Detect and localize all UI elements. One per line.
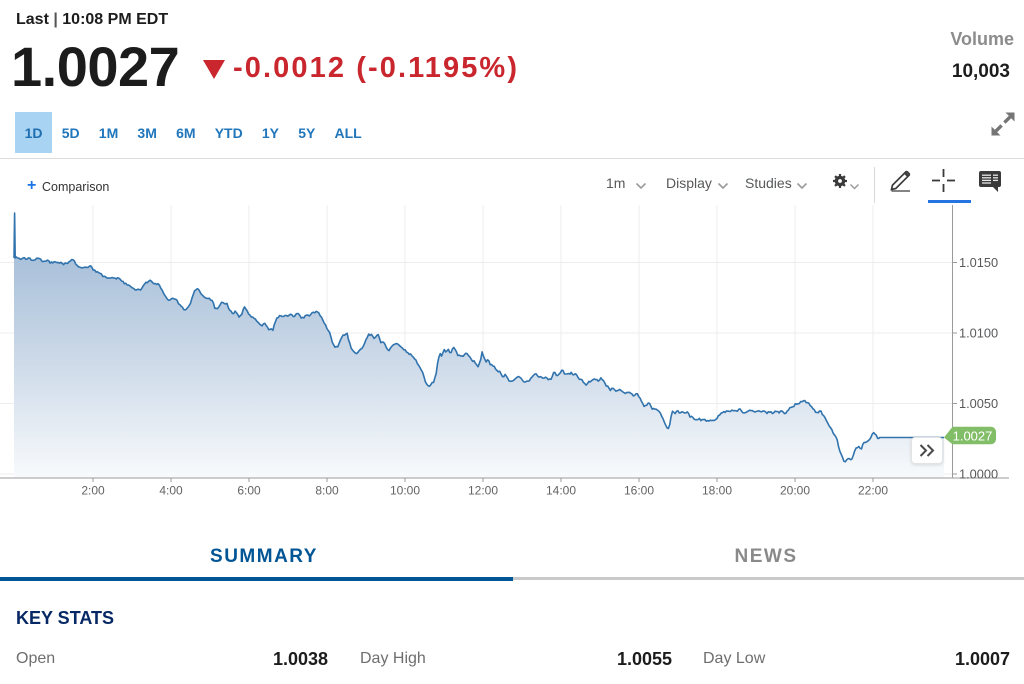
- svg-text:10:00: 10:00: [390, 484, 420, 498]
- svg-text:16:00: 16:00: [624, 484, 654, 498]
- svg-text:1.0100: 1.0100: [959, 326, 998, 341]
- svg-text:12:00: 12:00: [468, 484, 498, 498]
- svg-text:14:00: 14:00: [546, 484, 576, 498]
- svg-text:1.0027: 1.0027: [953, 429, 993, 444]
- svg-text:1.0050: 1.0050: [959, 396, 998, 411]
- svg-text:1.0000: 1.0000: [959, 467, 998, 482]
- svg-text:8:00: 8:00: [315, 484, 339, 498]
- svg-text:1.0150: 1.0150: [959, 255, 998, 270]
- svg-text:2:00: 2:00: [81, 484, 105, 498]
- svg-text:18:00: 18:00: [702, 484, 732, 498]
- svg-text:20:00: 20:00: [780, 484, 810, 498]
- svg-text:6:00: 6:00: [237, 484, 261, 498]
- svg-text:4:00: 4:00: [159, 484, 183, 498]
- svg-text:22:00: 22:00: [858, 484, 888, 498]
